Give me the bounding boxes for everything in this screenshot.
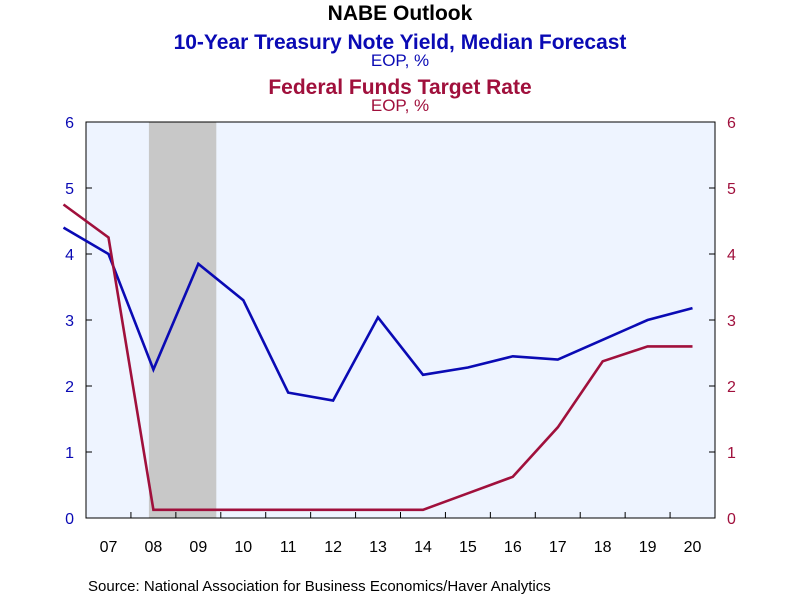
right-y-tick-label: 2 <box>727 379 736 396</box>
series-fed-funds-line <box>62 203 693 512</box>
right-y-tick-label: 5 <box>727 181 736 198</box>
left-y-tick-label: 2 <box>65 379 74 396</box>
right-y-tick-label: 0 <box>727 511 736 528</box>
x-tick-label: 10 <box>234 539 252 556</box>
series-1-unit: EOP, % <box>370 51 430 70</box>
right-y-tick-label: 6 <box>727 115 736 132</box>
x-tick-label: 16 <box>504 539 522 556</box>
right-y-tick-label: 1 <box>727 445 736 462</box>
left-y-tick-label: 4 <box>65 247 74 264</box>
x-tick-label: 15 <box>459 539 477 556</box>
x-tick-label: 20 <box>684 539 702 556</box>
series-1-title: 10-Year Treasury Note Yield, Median Fore… <box>173 31 627 54</box>
x-tick-label: 19 <box>639 539 657 556</box>
x-tick-label: 12 <box>324 539 342 556</box>
left-y-tick-label: 3 <box>65 313 74 330</box>
left-y-tick-label: 6 <box>65 115 74 132</box>
series-2-title: Federal Funds Target Rate <box>268 76 532 99</box>
series-2-unit: EOP, % <box>370 96 430 115</box>
series-treasury-yield-line <box>62 226 693 402</box>
right-y-tick-label: 3 <box>727 313 736 330</box>
chart-title: NABE Outlook <box>327 2 473 25</box>
x-tick-label: 18 <box>594 539 612 556</box>
left-y-tick-label: 0 <box>65 511 74 528</box>
x-tick-label: 11 <box>280 539 297 556</box>
recession-shading <box>148 122 217 518</box>
left-y-tick-label: 1 <box>65 445 74 462</box>
right-y-tick-label: 4 <box>727 247 736 264</box>
x-tick-label: 07 <box>100 539 118 556</box>
left-y-tick-label: 5 <box>65 181 74 198</box>
x-tick-label: 08 <box>144 539 162 556</box>
x-tick-label: 09 <box>189 539 207 556</box>
x-tick-label: 17 <box>549 539 567 556</box>
x-tick-label: 13 <box>369 539 387 556</box>
source-note: Source: National Association for Busines… <box>88 578 551 595</box>
x-tick-label: 14 <box>414 539 432 556</box>
